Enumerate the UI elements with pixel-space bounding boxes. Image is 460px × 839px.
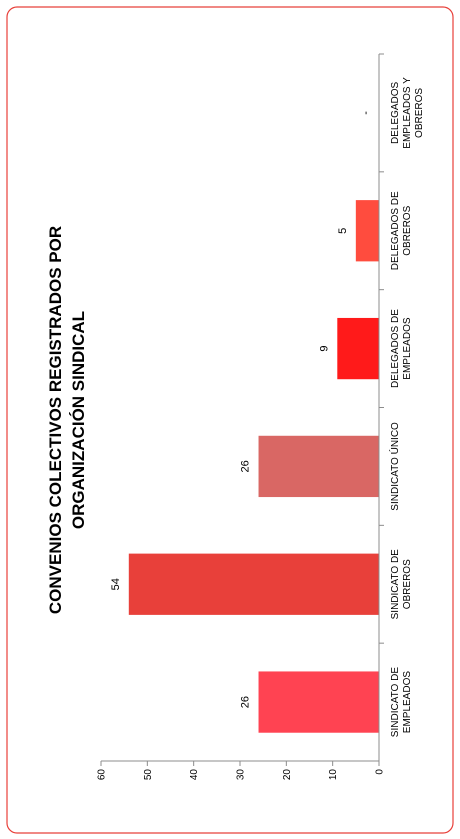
chart-border [6,6,454,834]
category-label-line: DELEGADOS DE [390,191,401,270]
category-label-line: EMPLEADOS [402,317,413,380]
category-label-line: DELEGADOS DE [390,309,401,388]
bar [355,200,380,262]
category-label-line: OBREROS [402,559,413,609]
y-tick-label: 50 [143,769,154,781]
category-label: SINDICATO DEOBREROS [390,549,413,620]
bar [258,435,379,498]
data-label: 5 [337,228,349,234]
category-label: DELEGADOS DEOBREROS [390,191,413,270]
y-tick-label: 30 [236,769,247,781]
data-label: 26 [240,460,252,472]
chart-title: CONVENIOS COLECTIVOS REGISTRADOS POR ORG… [46,226,88,614]
category-label: SINDICATO DEEMPLEADOS [390,667,413,738]
data-labels: 26 54 26 9 5 - [110,111,372,708]
y-tick-label: 20 [282,769,293,781]
y-tick-label: 0 [375,769,386,775]
category-label-line: EMPLEADOS [402,671,413,734]
category-label: DELEGADOSEMPLEADOS YOBREROS [390,77,425,149]
category-label-line: SINDICATO ÚNICO [388,422,401,511]
data-label: 26 [240,696,252,708]
category-label-line: DELEGADOS [390,81,401,144]
category-label-line: OBREROS [414,88,425,138]
category-label-line: SINDICATO DE [390,549,401,620]
bar [258,671,379,733]
data-label: 54 [110,578,122,590]
y-tick-label: 10 [328,769,339,781]
chart-title-line-1: CONVENIOS COLECTIVOS REGISTRADOS POR [46,226,65,614]
bar [337,317,379,380]
category-label-line: SINDICATO DE [390,667,401,738]
bars [128,200,380,733]
y-tick-label: 60 [97,769,108,781]
y-axis: 0 10 20 30 40 50 60 [97,760,386,781]
chart-title-line-2: ORGANIZACIÓN SINDICAL [69,311,88,529]
category-label-line: OBREROS [402,205,413,255]
data-label: - [360,111,372,115]
data-label: 9 [318,346,330,352]
bar [128,553,379,615]
category-label: DELEGADOS DEEMPLEADOS [390,309,413,388]
category-label: SINDICATO ÚNICO [388,422,401,511]
y-tick-label: 40 [189,769,200,781]
category-label-line: EMPLEADOS Y [402,77,413,149]
